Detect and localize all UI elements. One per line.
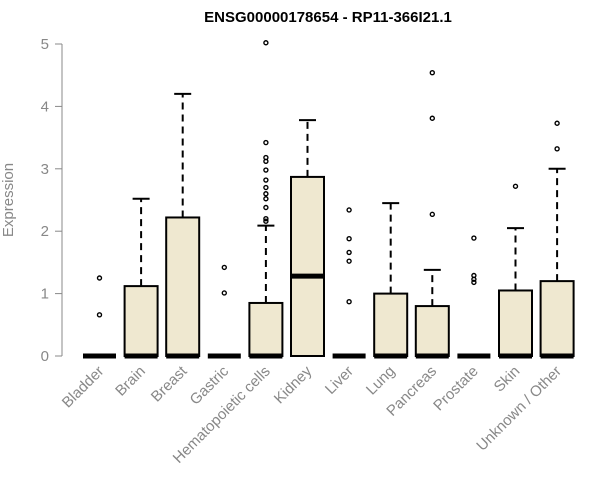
outlier-point [263, 218, 269, 224]
box-iqr [290, 175, 325, 357]
x-tick-label: Liver [322, 363, 357, 398]
outlier-point [221, 290, 228, 296]
box-iqr [123, 285, 159, 357]
outlier-point [221, 264, 228, 271]
x-tick-label: Kidney [271, 362, 316, 407]
box-liver [332, 207, 366, 359]
outlier-point [512, 183, 519, 189]
x-tick-label: Lung [363, 363, 399, 399]
x-tick-label: Breast [148, 362, 191, 405]
x-tick-label: Skin [491, 363, 524, 396]
y-tick-label: 2 [41, 223, 49, 240]
box-iqr [498, 289, 533, 358]
outlier-point [263, 158, 269, 165]
outlier-point [263, 216, 269, 222]
box-brain [123, 197, 159, 359]
box-bladder [83, 275, 116, 359]
box-iqr [414, 305, 450, 357]
y-tick-label: 3 [41, 161, 49, 178]
box-hematopoietic-cells [248, 40, 284, 359]
outlier-point [263, 196, 269, 202]
outlier-point [263, 177, 269, 183]
outlier-point [471, 235, 477, 241]
y-axis-label: Expression [0, 163, 17, 237]
box-iqr [165, 216, 201, 357]
y-tick-label: 1 [41, 286, 49, 303]
box-iqr [373, 292, 409, 358]
box-prostate [457, 235, 491, 359]
box-breast [165, 92, 201, 359]
outlier-point [471, 279, 477, 286]
x-tick-label: Prostate [430, 363, 482, 415]
box-kidney [290, 119, 325, 357]
outlier-point [346, 207, 352, 213]
outlier-point [263, 184, 269, 191]
box-gastric [207, 264, 241, 359]
box-pancreas [414, 70, 450, 359]
outlier-point [263, 204, 269, 211]
outlier-point [554, 120, 560, 126]
chart-title: ENSG00000178654 - RP11-366I21.1 [204, 9, 452, 26]
x-tick-label: Bladder [59, 363, 108, 412]
outlier-point [263, 139, 269, 146]
box-unknown-other [539, 120, 575, 359]
outlier-point [429, 115, 435, 121]
y-axis: 0 1 2 3 4 5 [41, 36, 63, 365]
x-tick-label: Brain [112, 363, 149, 400]
outlier-point [346, 299, 352, 305]
outlier-point [263, 40, 269, 46]
box-iqr [248, 301, 284, 357]
outlier-point [263, 191, 269, 197]
box-iqr [539, 280, 575, 357]
outlier-point [346, 258, 352, 264]
box-lung [373, 202, 409, 359]
outlier-point [96, 275, 103, 281]
outlier-point [554, 146, 560, 152]
outlier-point [346, 235, 352, 242]
outlier-point [263, 167, 269, 173]
outlier-point [96, 312, 103, 318]
y-tick-label: 0 [41, 348, 49, 365]
outlier-point [429, 211, 435, 218]
outlier-point [471, 276, 477, 282]
outlier-point [429, 70, 435, 76]
outlier-point [346, 249, 352, 256]
y-tick-label: 4 [41, 98, 49, 115]
y-tick-label: 5 [41, 36, 49, 53]
box-skin [498, 183, 533, 359]
boxes-group [83, 40, 575, 359]
